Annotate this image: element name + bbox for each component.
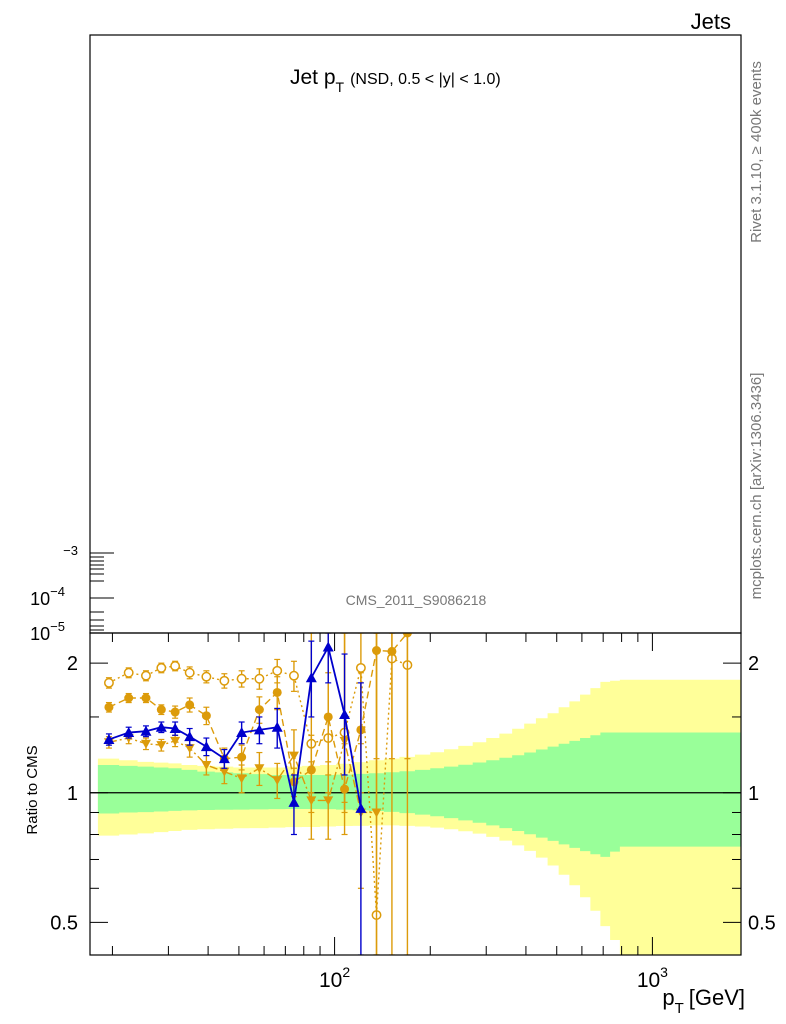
data-point (201, 671, 212, 682)
data-point (254, 673, 265, 684)
y-tick-label-left: 2 (67, 653, 78, 675)
x-axis-label-unit: [GeV] (689, 985, 745, 1010)
data-point (218, 753, 230, 764)
x-axis-label-sub: T (675, 1000, 684, 1017)
mcplots-label: mcplots.cern.ch [arXiv:1306.3436] (748, 373, 765, 600)
data-point (355, 662, 366, 673)
data-point (156, 741, 167, 751)
data-point (236, 774, 247, 784)
data-point (254, 705, 264, 715)
ratio-x-axis-label: pT [GeV] (662, 985, 745, 1017)
data-point (201, 761, 212, 771)
x-tick-label-base: 10 (637, 969, 660, 992)
data-point (271, 721, 283, 732)
uncertainty-bands (97, 679, 741, 955)
data-point (339, 708, 351, 719)
data-point (371, 808, 382, 818)
data-point (236, 727, 248, 738)
ratio-panel-frame (89, 632, 742, 956)
data-point (185, 700, 195, 710)
x-tick-label: 103 (637, 964, 668, 992)
data-point (237, 752, 247, 762)
data-point (306, 796, 317, 806)
data-point (219, 767, 230, 777)
ratio-y-axis-label: Ratio to CMS (24, 745, 41, 834)
data-point (253, 724, 265, 735)
data-point (402, 633, 412, 638)
data-point (123, 727, 135, 738)
rivet-label: Rivet 3.1.10, ≥ 400k events (748, 61, 765, 243)
y-tick-label-left: 1 (67, 783, 78, 805)
series-filled-triangle-up (103, 633, 367, 955)
data-point (288, 751, 299, 761)
data-point (219, 675, 230, 686)
main-y-tick-1e-4-exp: −4 (50, 584, 65, 599)
data-point (254, 764, 265, 774)
data-point (169, 723, 181, 734)
data-point (323, 796, 334, 806)
analysis-label: CMS_2011_S9086218 (346, 592, 487, 608)
data-point (124, 693, 134, 703)
data-point (236, 673, 247, 684)
main-y-tick-1e-5-base: 10 (30, 624, 50, 644)
main-title: Jet pT (NSD, 0.5 < |y| < 1.0) (290, 66, 501, 95)
corner-label: Jets (691, 9, 731, 34)
data-point (355, 802, 367, 813)
band-green (97, 732, 741, 857)
data-point (141, 693, 151, 703)
main-title-subscript: T (336, 79, 345, 95)
data-point (104, 702, 114, 712)
data-point (156, 662, 167, 673)
data-point (272, 665, 283, 676)
data-point (272, 776, 283, 786)
data-point (170, 707, 180, 717)
main-y-tick-1e-4: 10−4 (30, 584, 65, 609)
x-axis-label-main: p (662, 985, 674, 1010)
data-point (155, 721, 167, 732)
data-point (140, 725, 152, 736)
series-line (108, 644, 362, 809)
model-series (103, 633, 413, 955)
y-tick-label-right: 0.5 (748, 912, 776, 934)
data-point (103, 733, 115, 744)
x-tick-label: 102 (319, 964, 350, 992)
main-y-tick-1e-5: 10−5 (30, 619, 65, 644)
x-tick-label-base: 10 (319, 969, 342, 992)
main-panel-frame (89, 34, 742, 634)
data-point (170, 736, 181, 746)
main-y-tick-1e-5-exp: −5 (50, 619, 65, 634)
data-point (322, 641, 334, 652)
data-point (201, 711, 211, 721)
main-y-ticks (90, 552, 114, 631)
data-point (184, 667, 195, 678)
y-tick-label-right: 1 (748, 783, 759, 805)
data-point (288, 670, 299, 681)
y-tick-label-right: 2 (748, 653, 759, 675)
main-y-tick-1e-4-base: 10 (30, 589, 50, 609)
main-panel: Jet pT (NSD, 0.5 < |y| < 1.0) CMS_2011_S9… (30, 34, 742, 644)
data-point (272, 687, 282, 697)
data-point (170, 661, 181, 671)
data-point (323, 712, 333, 722)
data-point (141, 670, 151, 681)
data-point (103, 677, 114, 688)
main-title-cut: (NSD, 0.5 < |y| < 1.0) (350, 71, 501, 88)
data-point (156, 705, 166, 715)
data-point (387, 646, 397, 656)
data-point (140, 739, 151, 749)
data-point (184, 731, 196, 742)
main-title-text: Jet p (290, 66, 336, 89)
x-tick-label-exp: 2 (342, 964, 350, 980)
x-tick-label-exp: 3 (660, 964, 668, 980)
data-point (123, 667, 134, 678)
data-point (288, 796, 300, 807)
data-point (184, 744, 195, 754)
data-point (305, 672, 317, 683)
data-point (200, 741, 212, 752)
y-tick-label-left: 0.5 (50, 912, 78, 934)
main-y-tick-exp-top: −3 (63, 543, 78, 558)
